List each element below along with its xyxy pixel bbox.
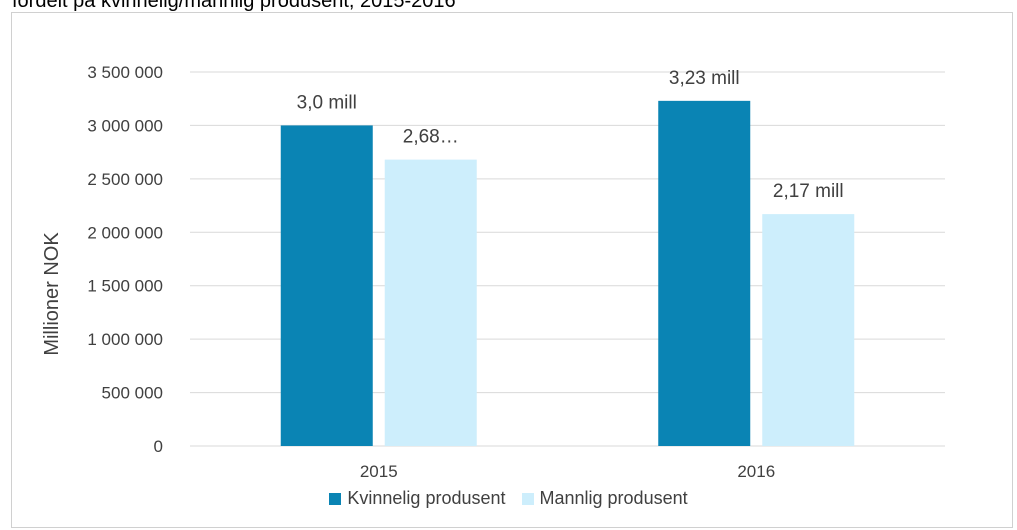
chart-caption: fordelt på kvinnelig/mannlig produsent, … bbox=[12, 0, 456, 12]
y-tick-label: 2 000 000 bbox=[87, 223, 163, 242]
data-label: 2,17 mill bbox=[773, 181, 844, 202]
x-tick-label: 2015 bbox=[360, 462, 398, 481]
y-tick-label: 1 000 000 bbox=[87, 330, 163, 349]
legend-item-mannlig: Mannlig produsent bbox=[521, 488, 688, 509]
data-labels: 3,0 mill 2,68… 3,23 mill 2,17 mill bbox=[297, 68, 844, 202]
x-tick-labels: 2015 2016 bbox=[360, 462, 775, 481]
y-tick-label: 3 000 000 bbox=[87, 116, 163, 135]
legend-swatch bbox=[329, 492, 342, 505]
legend-label: Mannlig produsent bbox=[539, 488, 688, 508]
y-axis-label: Millioner NOK bbox=[41, 232, 63, 356]
legend-label: Kvinnelig produsent bbox=[347, 488, 506, 508]
bar-mannlig-produsent-2015 bbox=[384, 159, 477, 446]
bar-kvinnelig-produsent-2016 bbox=[658, 100, 751, 446]
bars bbox=[280, 100, 855, 446]
legend-item-kvinnelig: Kvinnelig produsent bbox=[329, 488, 506, 509]
legend: Kvinnelig produsent Mannlig produsent bbox=[0, 488, 1017, 509]
y-tick-label: 500 000 bbox=[102, 384, 163, 403]
y-tick-label: 1 500 000 bbox=[87, 277, 163, 296]
legend-swatch bbox=[521, 492, 534, 505]
bar-kvinnelig-produsent-2015 bbox=[280, 125, 373, 446]
y-tick-label: 2 500 000 bbox=[87, 170, 163, 189]
data-label: 3,23 mill bbox=[669, 68, 740, 89]
bar-mannlig-produsent-2016 bbox=[762, 214, 855, 446]
y-tick-label: 0 bbox=[154, 437, 163, 456]
x-tick-label: 2016 bbox=[737, 462, 775, 481]
data-label: 3,0 mill bbox=[297, 92, 357, 113]
y-tick-labels: 0 500 000 1 000 000 1 500 000 2 000 000 2 500… bbox=[87, 63, 163, 456]
y-tick-label: 3 500 000 bbox=[87, 63, 163, 82]
data-label: 2,68… bbox=[403, 127, 459, 148]
